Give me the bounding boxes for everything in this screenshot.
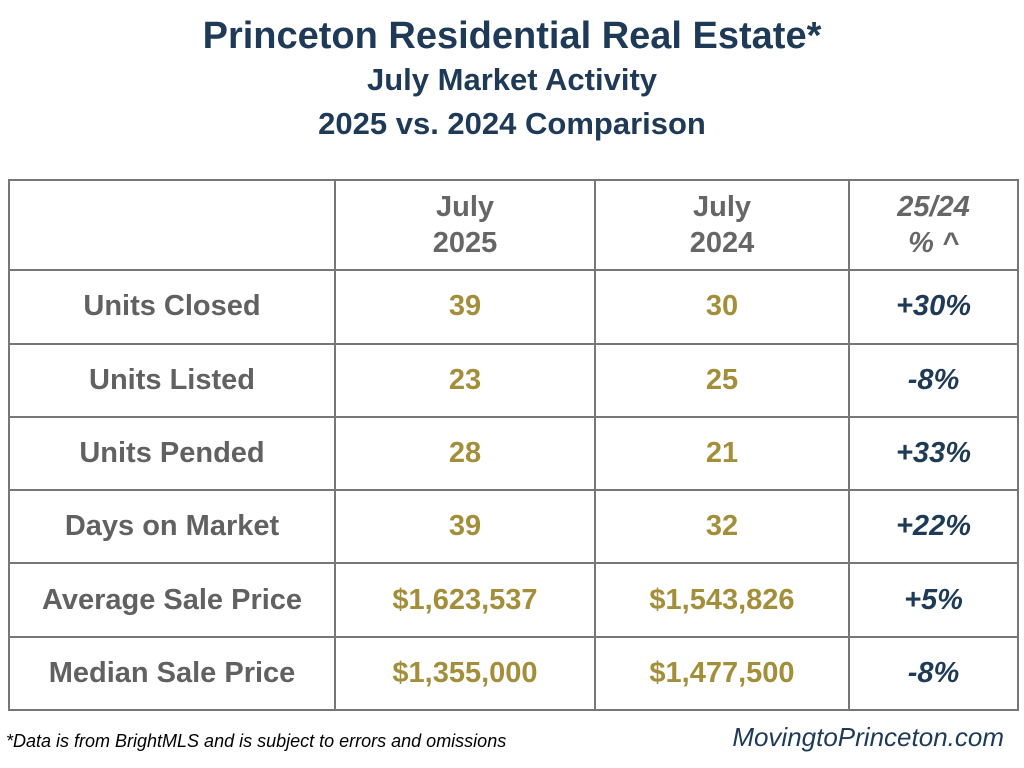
value-2025: 28: [334, 415, 596, 492]
data-source-footnote: *Data is from BrightMLS and is subject t…: [6, 731, 507, 751]
percent-change: -8%: [848, 342, 1019, 418]
row-label: Median Sale Price: [8, 635, 336, 712]
percent-change: -8%: [848, 635, 1019, 712]
row-label: Units Closed: [8, 269, 336, 345]
table-row: Units Listed 23 25 -8%: [8, 342, 1019, 418]
header-empty-cell: [8, 178, 336, 272]
page-subtitle: July Market Activity: [366, 62, 658, 97]
header-percent-change-ratio: 25/24: [897, 191, 970, 224]
value-2025: 39: [334, 489, 596, 565]
row-label: Days on Market: [8, 489, 336, 565]
website-link[interactable]: MovingtoPrinceton.com: [732, 722, 1004, 752]
percent-change: +30%: [848, 269, 1019, 345]
value-2024: 25: [594, 342, 850, 418]
table-row: Median Sale Price $1,355,000 $1,477,500 …: [8, 635, 1019, 712]
header-percent-change: 25/24 % ^: [848, 178, 1019, 272]
value-2025: $1,355,000: [334, 635, 596, 712]
value-2024: $1,477,500: [594, 635, 850, 712]
table-row: Units Pended 28 21 +33%: [8, 415, 1019, 492]
table-row: Days on Market 39 32 +22%: [8, 489, 1019, 565]
header-percent-change-symbol: % ^: [908, 227, 959, 260]
row-label: Average Sale Price: [8, 562, 336, 638]
value-2024: 32: [594, 489, 850, 565]
table-row: Average Sale Price $1,623,537 $1,543,826…: [8, 562, 1019, 638]
market-activity-table: July 2025 July 2024 25/24 % ^ Units Clos…: [8, 178, 1019, 712]
header-july-2025: July 2025: [334, 178, 596, 272]
value-2024: 21: [594, 415, 850, 492]
page-title: Princeton Residential Real Estate*: [202, 15, 822, 57]
value-2024: 30: [594, 269, 850, 345]
row-label: Units Listed: [8, 342, 336, 418]
percent-change: +33%: [848, 415, 1019, 492]
value-2025: 23: [334, 342, 596, 418]
value-2025: 39: [334, 269, 596, 345]
table-row: Units Closed 39 30 +30%: [8, 269, 1019, 345]
row-label: Units Pended: [8, 415, 336, 492]
percent-change: +5%: [848, 562, 1019, 638]
header-july-2024: July 2024: [594, 178, 850, 272]
value-2024: $1,543,826: [594, 562, 850, 638]
table-header-row: July 2025 July 2024 25/24 % ^: [8, 178, 1019, 272]
comparison-title: 2025 vs. 2024 Comparison: [318, 106, 706, 141]
value-2025: $1,623,537: [334, 562, 596, 638]
header-july-2025-year: 2025: [432, 227, 498, 260]
header-july-2024-year: 2024: [689, 227, 755, 260]
header-july-2024-month: July: [692, 191, 752, 224]
header-july-2025-month: July: [435, 191, 495, 224]
percent-change: +22%: [848, 489, 1019, 565]
